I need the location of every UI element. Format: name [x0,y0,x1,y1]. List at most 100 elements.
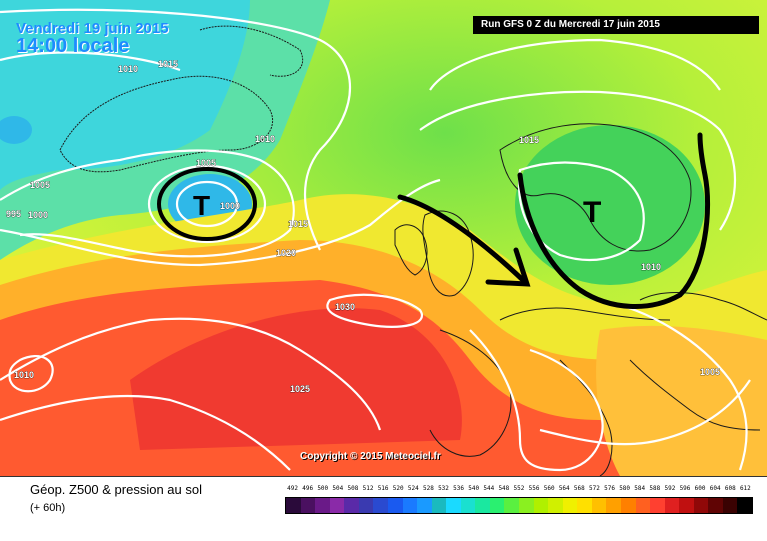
legend-tick-label: 548 [498,485,510,492]
legend-tick-label: 492 [287,485,298,492]
isobar-label: 1010 [14,370,34,380]
legend-color-swatch [722,498,738,513]
isobar-label: 1000 [220,201,240,211]
forecast-time: 14:00 locale [16,35,130,57]
legend-tick-label: 600 [694,485,706,492]
isobars [0,8,751,472]
forecast-date: Vendredi 19 juin 2015 [16,20,169,37]
legend-tick-label: 520 [392,485,404,492]
low-pressure-label-circled: T [193,190,210,221]
legend-color-swatch [387,498,403,513]
legend-color-swatch [708,498,723,513]
arrow-head-icon [485,247,531,287]
isobar-label: 1020 [276,248,296,258]
legend-color-swatch [606,498,621,513]
legend-tick-label: 596 [679,485,691,492]
isobar-label: 995 [6,209,21,219]
legend-tick-label: 588 [649,485,661,492]
legend-color-swatch [620,498,636,513]
legend-color-swatch [431,498,447,513]
legend-color-swatch [475,498,490,513]
legend-color-swatch [402,498,418,513]
isobar-label: 1005 [700,367,720,377]
legend-color-swatch [446,498,461,513]
legend-tick-label: 608 [724,485,736,492]
legend-tick-labels: 492 496 500 504 508 512 516 520 524 528 532 536 540 5… [285,485,753,497]
legend-tick-label: 592 [664,485,676,492]
arrow-annotation [397,194,528,285]
isobar-label: 1000 [28,210,48,220]
legend-tick-label: 580 [619,485,631,492]
isobar-label: 1010 [118,64,138,74]
legend-color-swatch [679,498,694,513]
legend-color-swatch [591,498,607,513]
legend-color-swatch [504,498,519,513]
legend-tick-label: 568 [573,485,585,492]
isobar-label: 1010 [641,262,661,272]
legend-color-swatch [635,498,651,513]
orange-east [596,325,767,476]
blue-patch-left [0,116,32,144]
legend-tick-label: 544 [483,485,495,492]
legend-tick-label: 560 [543,485,555,492]
legend-color-scale [285,497,753,514]
legend-tick-label: 512 [362,485,374,492]
legend-tick-label: 564 [558,485,570,492]
forecast-lead-time: (+ 60h) [30,502,66,514]
legend-color-swatch [286,498,301,513]
legend-tick-label: 552 [513,485,525,492]
legend-tick-label: 532 [438,485,449,492]
isobar-label: 1025 [290,384,310,394]
legend-color-swatch [650,498,665,513]
legend-tick-label: 528 [422,485,434,492]
legend-tick-label: 604 [709,485,721,492]
legend-color-swatch [519,498,534,513]
legend-tick-label: 572 [589,485,600,492]
legend-tick-label: 496 [302,485,314,492]
green-scandinavia [515,125,705,285]
weather-map: 1010 1015 1010 1005 1005 995 1000 1000 1… [0,0,767,476]
legend-color-swatch [460,498,476,513]
model-run-label: Run GFS 0 Z du Mercredi 17 juin 2015 [473,16,759,34]
legend-color-swatch [577,498,592,513]
legend-tick-label: 500 [317,485,329,492]
color-legend: 492 496 500 504 508 512 516 520 524 528 532 536 540 5… [285,485,753,514]
legend-tick-label: 508 [347,485,359,492]
legend-tick-label: 524 [407,485,419,492]
legend-color-swatch [344,498,359,513]
legend-tick-label: 556 [528,485,540,492]
legend-color-swatch [489,498,505,513]
legend-color-swatch [737,498,752,513]
low-circle-annotation [157,167,257,241]
legend-tick-label: 504 [332,485,344,492]
legend-tick-label: 612 [739,485,751,492]
cold-air-core [0,0,250,190]
legend-color-swatch [533,498,549,513]
legend-color-swatch [315,498,330,513]
isobar-label: 1015 [288,219,308,229]
legend-color-swatch [358,498,374,513]
isobar-label: 1005 [30,180,50,190]
legend-footer: Géop. Z500 & pression au sol (+ 60h) 492… [0,476,767,541]
legend-tick-label: 536 [453,485,464,492]
legend-color-swatch [693,498,709,513]
legend-tick-label: 540 [468,485,480,492]
copyright-text: Copyright © 2015 Meteociel.fr [300,451,441,462]
legend-color-swatch [562,498,578,513]
legend-color-swatch [300,498,316,513]
isobar-label: 1015 [519,135,539,145]
trough-curve-annotation [517,132,711,309]
isobar-label: 1015 [158,59,178,69]
forecast-time-block: Vendredi 19 juin 2015 14:00 locale [16,20,169,58]
hot-core [130,308,462,450]
isobar-label: 1010 [255,134,275,144]
legend-tick-label: 576 [604,485,615,492]
legend-color-swatch [373,498,388,513]
legend-tick-label: 516 [377,485,389,492]
isobar-labels: 1010 1015 1010 1005 1005 995 1000 1000 1… [6,59,721,395]
legend-tick-label: 584 [634,485,646,492]
isobar-label: 1030 [335,302,355,312]
isobar-label: 1005 [196,158,216,168]
low-pressure-label-scandinavia: T [583,196,601,229]
